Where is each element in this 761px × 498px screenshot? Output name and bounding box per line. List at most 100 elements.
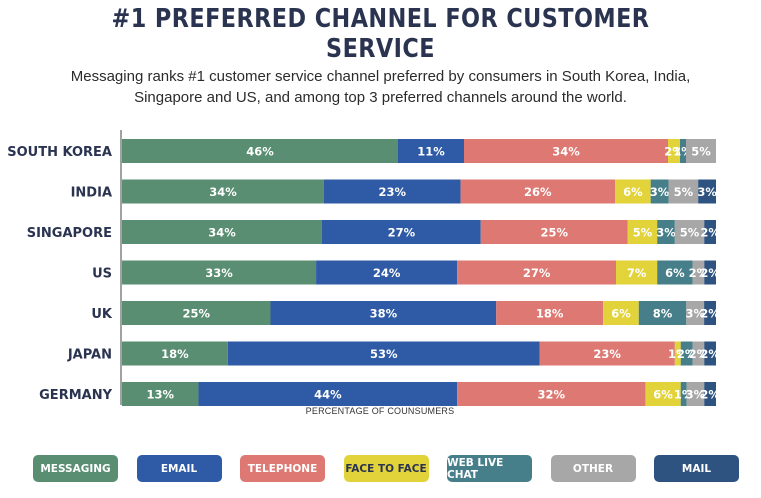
legend-item-email: EMAIL	[136, 455, 222, 482]
data-label-singapore-face-to-face: 5%	[633, 226, 653, 240]
data-label-south-korea-telephone: 34%	[552, 145, 580, 159]
bar-germany-mail	[704, 382, 716, 406]
bar-south-korea-messaging	[122, 139, 398, 163]
category-label-us: US	[92, 267, 112, 282]
bar-germany-messaging	[122, 382, 199, 406]
data-label-india-messaging: 34%	[209, 185, 237, 199]
bar-japan-web-live-chat	[680, 341, 693, 366]
data-label-south-korea-face-to-face: 2%	[664, 145, 684, 159]
data-label-us-other: 2%	[689, 266, 709, 280]
data-label-uk-email: 38%	[370, 307, 398, 321]
legend-item-telephone: TELEPHONE	[240, 455, 325, 482]
bar-japan-messaging	[122, 341, 228, 366]
bar-singapore-telephone	[480, 220, 628, 244]
data-label-uk-mail: 2%	[700, 307, 720, 321]
data-label-singapore-messaging: 34%	[208, 226, 236, 240]
data-label-india-other: 5%	[674, 185, 694, 199]
bar-india-telephone	[460, 179, 616, 204]
legend-item-messaging: MESSAGING	[33, 455, 118, 482]
bar-us-email	[316, 260, 458, 285]
bar-india-face-to-face	[615, 179, 651, 204]
category-label-germany: GERMANY	[39, 388, 112, 403]
category-label-japan: JAPAN	[67, 348, 112, 363]
bar-japan-other	[692, 341, 705, 366]
bar-india-web-live-chat	[650, 179, 669, 204]
data-label-south-korea-email: 11%	[417, 145, 445, 159]
data-label-india-web-live-chat: 3%	[650, 185, 670, 199]
bar-japan-mail	[704, 341, 716, 366]
category-label-south-korea: SOUTH KOREA	[7, 145, 112, 160]
x-axis-label: PERCENTAGE OF COUNSUMERS	[305, 406, 455, 416]
data-label-uk-telephone: 18%	[536, 307, 564, 321]
bar-uk-messaging	[122, 301, 271, 325]
data-label-germany-mail: 2%	[700, 388, 720, 402]
data-label-uk-messaging: 25%	[182, 307, 210, 321]
bar-us-messaging	[122, 260, 317, 285]
bar-uk-mail	[704, 301, 716, 325]
bar-us-mail	[704, 260, 716, 285]
category-label-india: INDIA	[71, 186, 112, 201]
data-label-singapore-mail: 2%	[700, 226, 720, 240]
data-label-us-mail: 2%	[700, 266, 720, 280]
bar-germany-telephone	[457, 382, 646, 406]
legend-item-other: OTHER	[550, 455, 636, 482]
data-label-us-messaging: 33%	[205, 266, 233, 280]
data-label-japan-mail: 2%	[700, 347, 720, 361]
bar-south-korea-email	[398, 139, 464, 163]
bars-group: SOUTH KOREA 46% 11% 34% 2%1%5%INDIA 34% 23% 26%…	[7, 139, 720, 406]
bar-singapore-web-live-chat	[657, 220, 675, 244]
category-label-uk: UK	[91, 307, 113, 322]
legend-item-face-to-face: FACE TO FACE	[343, 455, 429, 482]
data-label-japan-web-live-chat: 2%	[677, 347, 697, 361]
legend-item-web-live-chat: WEB LIVE CHAT	[447, 455, 532, 482]
data-label-us-telephone: 27%	[523, 266, 551, 280]
legend: MESSAGING EMAIL TELEPHONE FACE TO FACE WEB L…	[0, 455, 761, 483]
bar-us-web-live-chat	[657, 260, 693, 285]
bar-uk-email	[270, 301, 497, 325]
bar-germany-other	[686, 382, 705, 406]
data-label-india-email: 23%	[379, 185, 407, 199]
data-label-us-email: 24%	[373, 266, 401, 280]
data-label-japan-other: 2%	[689, 347, 709, 361]
data-label-singapore-web-live-chat: 3%	[656, 226, 676, 240]
bar-singapore-email	[321, 220, 481, 244]
data-label-uk-web-live-chat: 8%	[653, 307, 673, 321]
bar-uk-telephone	[496, 301, 604, 325]
bar-us-other	[692, 260, 705, 285]
bar-south-korea-face-to-face	[668, 139, 680, 163]
bar-uk-web-live-chat	[638, 301, 687, 325]
data-label-india-telephone: 26%	[524, 185, 552, 199]
data-label-us-web-live-chat: 6%	[665, 266, 685, 280]
bar-south-korea-web-live-chat	[680, 139, 686, 163]
bar-japan-telephone	[539, 341, 675, 366]
bar-india-messaging	[122, 179, 324, 204]
category-label-singapore: SINGAPORE	[27, 226, 112, 241]
bar-singapore-messaging	[122, 220, 322, 244]
bar-germany-web-live-chat	[680, 382, 687, 406]
data-label-uk-other: 3%	[685, 307, 705, 321]
data-label-india-mail: 3%	[697, 185, 717, 199]
data-label-india-face-to-face: 6%	[623, 185, 643, 199]
bar-india-other	[668, 179, 699, 204]
bar-germany-face-to-face	[645, 382, 681, 406]
bar-south-korea-telephone	[464, 139, 668, 163]
data-label-germany-face-to-face: 6%	[653, 388, 673, 402]
bar-uk-face-to-face	[603, 301, 639, 325]
data-label-japan-messaging: 18%	[161, 347, 189, 361]
bar-uk-other	[686, 301, 705, 325]
bar-singapore-face-to-face	[627, 220, 658, 244]
data-label-germany-messaging: 13%	[146, 388, 174, 402]
data-label-japan-email: 53%	[370, 347, 398, 361]
bar-germany-email	[198, 382, 458, 406]
bar-singapore-mail	[704, 220, 716, 244]
data-label-germany-email: 44%	[314, 388, 342, 402]
data-label-us-face-to-face: 7%	[627, 266, 647, 280]
data-label-japan-telephone: 23%	[593, 347, 621, 361]
data-label-singapore-email: 27%	[388, 226, 416, 240]
bar-singapore-other	[674, 220, 705, 244]
data-label-south-korea-other: 5%	[691, 145, 711, 159]
bar-japan-face-to-face	[674, 341, 681, 366]
data-label-uk-face-to-face: 6%	[611, 307, 631, 321]
legend-item-mail: MAIL	[654, 455, 739, 482]
data-label-south-korea-messaging: 46%	[246, 145, 274, 159]
